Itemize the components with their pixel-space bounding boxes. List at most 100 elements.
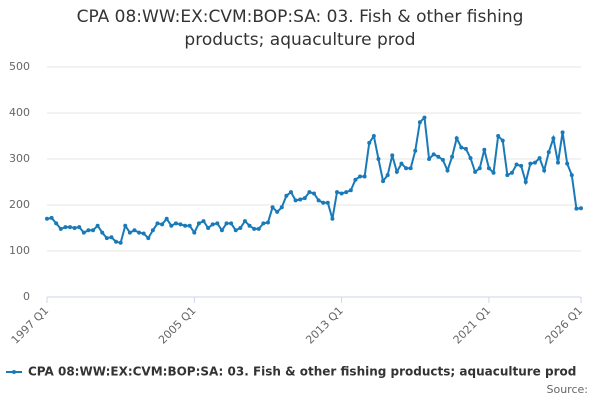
point: [293, 198, 298, 203]
point: [417, 120, 422, 125]
point: [224, 221, 229, 226]
point: [528, 161, 533, 166]
point: [569, 173, 574, 178]
point: [574, 206, 579, 211]
point: [252, 226, 257, 231]
point: [150, 228, 155, 233]
series-line: [46, 115, 582, 244]
point: [100, 230, 105, 235]
point: [367, 140, 372, 145]
point: [335, 190, 340, 195]
point: [344, 190, 349, 195]
point: [321, 200, 326, 205]
point: [45, 216, 49, 221]
point: [339, 191, 344, 196]
chart-title: CPA 08:WW:EX:CVM:BOP:SA: 03. Fish & othe…: [76, 7, 524, 50]
point: [358, 174, 363, 179]
source: Source:: [547, 383, 589, 396]
point: [532, 160, 537, 165]
point: [353, 177, 358, 182]
point: [104, 236, 109, 241]
y-tick-label: 200: [9, 198, 30, 211]
point: [81, 230, 86, 235]
point: [114, 239, 119, 244]
y-tick-label: 400: [9, 106, 30, 119]
point: [468, 156, 473, 161]
point: [394, 169, 399, 174]
x-tick-label: 2013 Q1: [303, 304, 346, 347]
legend-label: CPA 08:WW:EX:CVM:BOP:SA: 03. Fish & othe…: [28, 365, 576, 379]
point: [325, 200, 330, 205]
legend-marker: [12, 370, 16, 374]
point: [173, 221, 178, 226]
point: [413, 148, 418, 153]
point: [514, 162, 519, 167]
point: [408, 166, 413, 171]
y-tick-label: 0: [23, 290, 30, 303]
point: [431, 152, 436, 157]
y-tick-label: 100: [9, 244, 30, 257]
point: [72, 226, 77, 230]
point: [95, 223, 100, 228]
point: [201, 219, 206, 224]
point: [118, 240, 123, 245]
point: [242, 219, 247, 224]
point: [192, 230, 197, 235]
point: [302, 196, 307, 201]
point: [215, 221, 220, 226]
point: [509, 170, 514, 175]
point: [275, 209, 280, 214]
point: [371, 134, 376, 138]
point: [141, 231, 146, 236]
point: [385, 173, 390, 178]
point: [523, 180, 528, 184]
x-tick-label: 1997 Q1: [9, 304, 52, 347]
point: [390, 153, 395, 158]
point: [206, 226, 211, 230]
point: [86, 228, 91, 233]
point: [183, 223, 188, 228]
point: [381, 179, 386, 184]
point: [91, 228, 96, 233]
point: [146, 236, 151, 241]
point: [376, 157, 381, 161]
point: [49, 215, 54, 220]
point: [579, 206, 583, 211]
point: [436, 154, 441, 159]
point: [560, 130, 565, 135]
point: [298, 197, 303, 202]
point: [109, 235, 114, 240]
point: [210, 222, 215, 227]
point: [450, 154, 455, 159]
point: [196, 221, 201, 226]
point: [137, 230, 142, 235]
point: [307, 190, 312, 195]
point: [454, 136, 459, 141]
point: [565, 161, 570, 166]
point: [164, 216, 169, 221]
x-tick-label: 2021 Q1: [451, 304, 494, 347]
point: [546, 150, 551, 155]
point: [473, 169, 478, 174]
point: [169, 223, 174, 228]
point: [500, 138, 505, 143]
point: [132, 228, 137, 233]
point: [63, 225, 68, 230]
point: [482, 147, 487, 152]
point: [178, 222, 183, 227]
point: [555, 160, 560, 165]
point: [316, 198, 321, 203]
point: [261, 221, 266, 226]
point: [284, 193, 289, 198]
point: [537, 156, 542, 161]
point: [160, 222, 165, 227]
point: [477, 166, 482, 171]
point: [219, 228, 224, 233]
point: [519, 163, 524, 168]
point: [155, 221, 160, 226]
point: [256, 226, 261, 231]
point: [445, 168, 450, 173]
point: [362, 174, 367, 179]
point: [348, 188, 353, 193]
